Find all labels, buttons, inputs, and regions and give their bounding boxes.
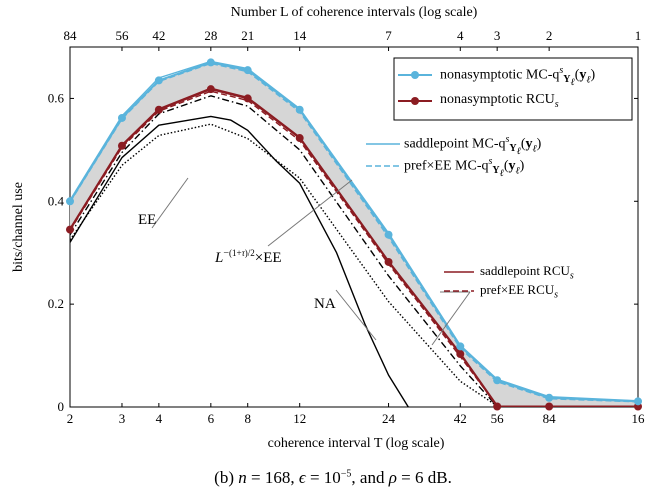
- y-tick-label: 0.4: [48, 193, 65, 208]
- legend-label-saddle-mcq: saddlepoint MC-qsYℓ(yℓ): [404, 134, 542, 158]
- top-tick-label: 56: [115, 28, 129, 43]
- series-line: [70, 123, 498, 407]
- top-tick-label: 3: [494, 28, 501, 43]
- x-tick-label: 12: [293, 411, 306, 426]
- figure-caption: (b) n = 168, ϵ = 10−5, and ρ = 6 dB.: [214, 468, 452, 487]
- top-tick-label: 21: [241, 28, 254, 43]
- top-tick-label: 84: [64, 28, 78, 43]
- data-point: [456, 350, 465, 359]
- x-tick-label: 42: [454, 411, 467, 426]
- x-tick-label: 8: [244, 411, 251, 426]
- annotation-na: NA: [314, 296, 336, 312]
- top-axis-label: Number L of coherence intervals (log sca…: [231, 5, 478, 20]
- legend: [366, 57, 633, 292]
- x-tick-label: 56: [491, 411, 505, 426]
- x-tick-label: 6: [208, 411, 215, 426]
- x-axis-label: coherence interval T (log scale): [268, 436, 445, 451]
- series-markers: [66, 58, 642, 411]
- data-point: [545, 402, 554, 411]
- y-axis-label: bits/channel use: [11, 182, 26, 272]
- x-tick-label: 2: [67, 411, 74, 426]
- y-tick-label: 0.6: [48, 90, 65, 105]
- annotation-leaders: [151, 177, 471, 346]
- data-point: [66, 225, 74, 234]
- data-point: [295, 134, 304, 143]
- top-tick-label: 7: [385, 28, 392, 43]
- data-point: [206, 85, 215, 94]
- data-point: [117, 113, 126, 122]
- y-tick-label: 0: [58, 399, 65, 414]
- top-tick-label: 1: [635, 28, 642, 43]
- x-tick-label: 3: [119, 411, 126, 426]
- data-point: [66, 197, 74, 206]
- annotation-ee: EE: [138, 212, 157, 228]
- legend-label-pref-rcu: pref×EE RCUs: [480, 282, 559, 301]
- series-line: [70, 88, 638, 407]
- data-point: [154, 76, 163, 85]
- data-point: [206, 58, 215, 67]
- data-point: [154, 105, 163, 114]
- top-tick-label: 42: [152, 28, 165, 43]
- x-tick-label: 16: [632, 411, 646, 426]
- x-tick-label: 4: [156, 411, 163, 426]
- data-point: [493, 376, 502, 385]
- legend-label-pref-mcq: pref×EE MC-qsYℓ(yℓ): [404, 156, 525, 180]
- annotation-scaled-ee: L−(1+τ)/2×EE: [215, 248, 282, 266]
- legend-label-nonasym-rcu: nonasymptotic RCUs: [440, 92, 559, 110]
- data-point: [117, 141, 126, 150]
- legend-label-nonasym-mcq: nonasymptotic MC-qsYℓ(yℓ): [440, 65, 596, 89]
- series-line: [70, 115, 409, 407]
- data-point: [545, 393, 554, 402]
- top-tick-label: 2: [546, 28, 553, 43]
- top-tick-label: 28: [204, 28, 217, 43]
- data-point: [243, 66, 252, 75]
- data-point: [243, 94, 252, 103]
- legend-label-saddle-rcu: saddlepoint RCUs: [480, 263, 574, 282]
- top-tick-label: 14: [293, 28, 307, 43]
- data-point: [634, 397, 642, 406]
- data-point: [384, 230, 393, 239]
- data-point: [295, 105, 304, 114]
- series-line: [70, 95, 498, 407]
- y-tick-label: 0.2: [48, 296, 64, 311]
- x-tick-label: 84: [543, 411, 557, 426]
- x-tick-label: 24: [382, 411, 396, 426]
- data-point: [493, 402, 502, 411]
- top-tick-label: 4: [457, 28, 464, 43]
- data-point: [456, 342, 465, 351]
- data-point: [384, 257, 393, 266]
